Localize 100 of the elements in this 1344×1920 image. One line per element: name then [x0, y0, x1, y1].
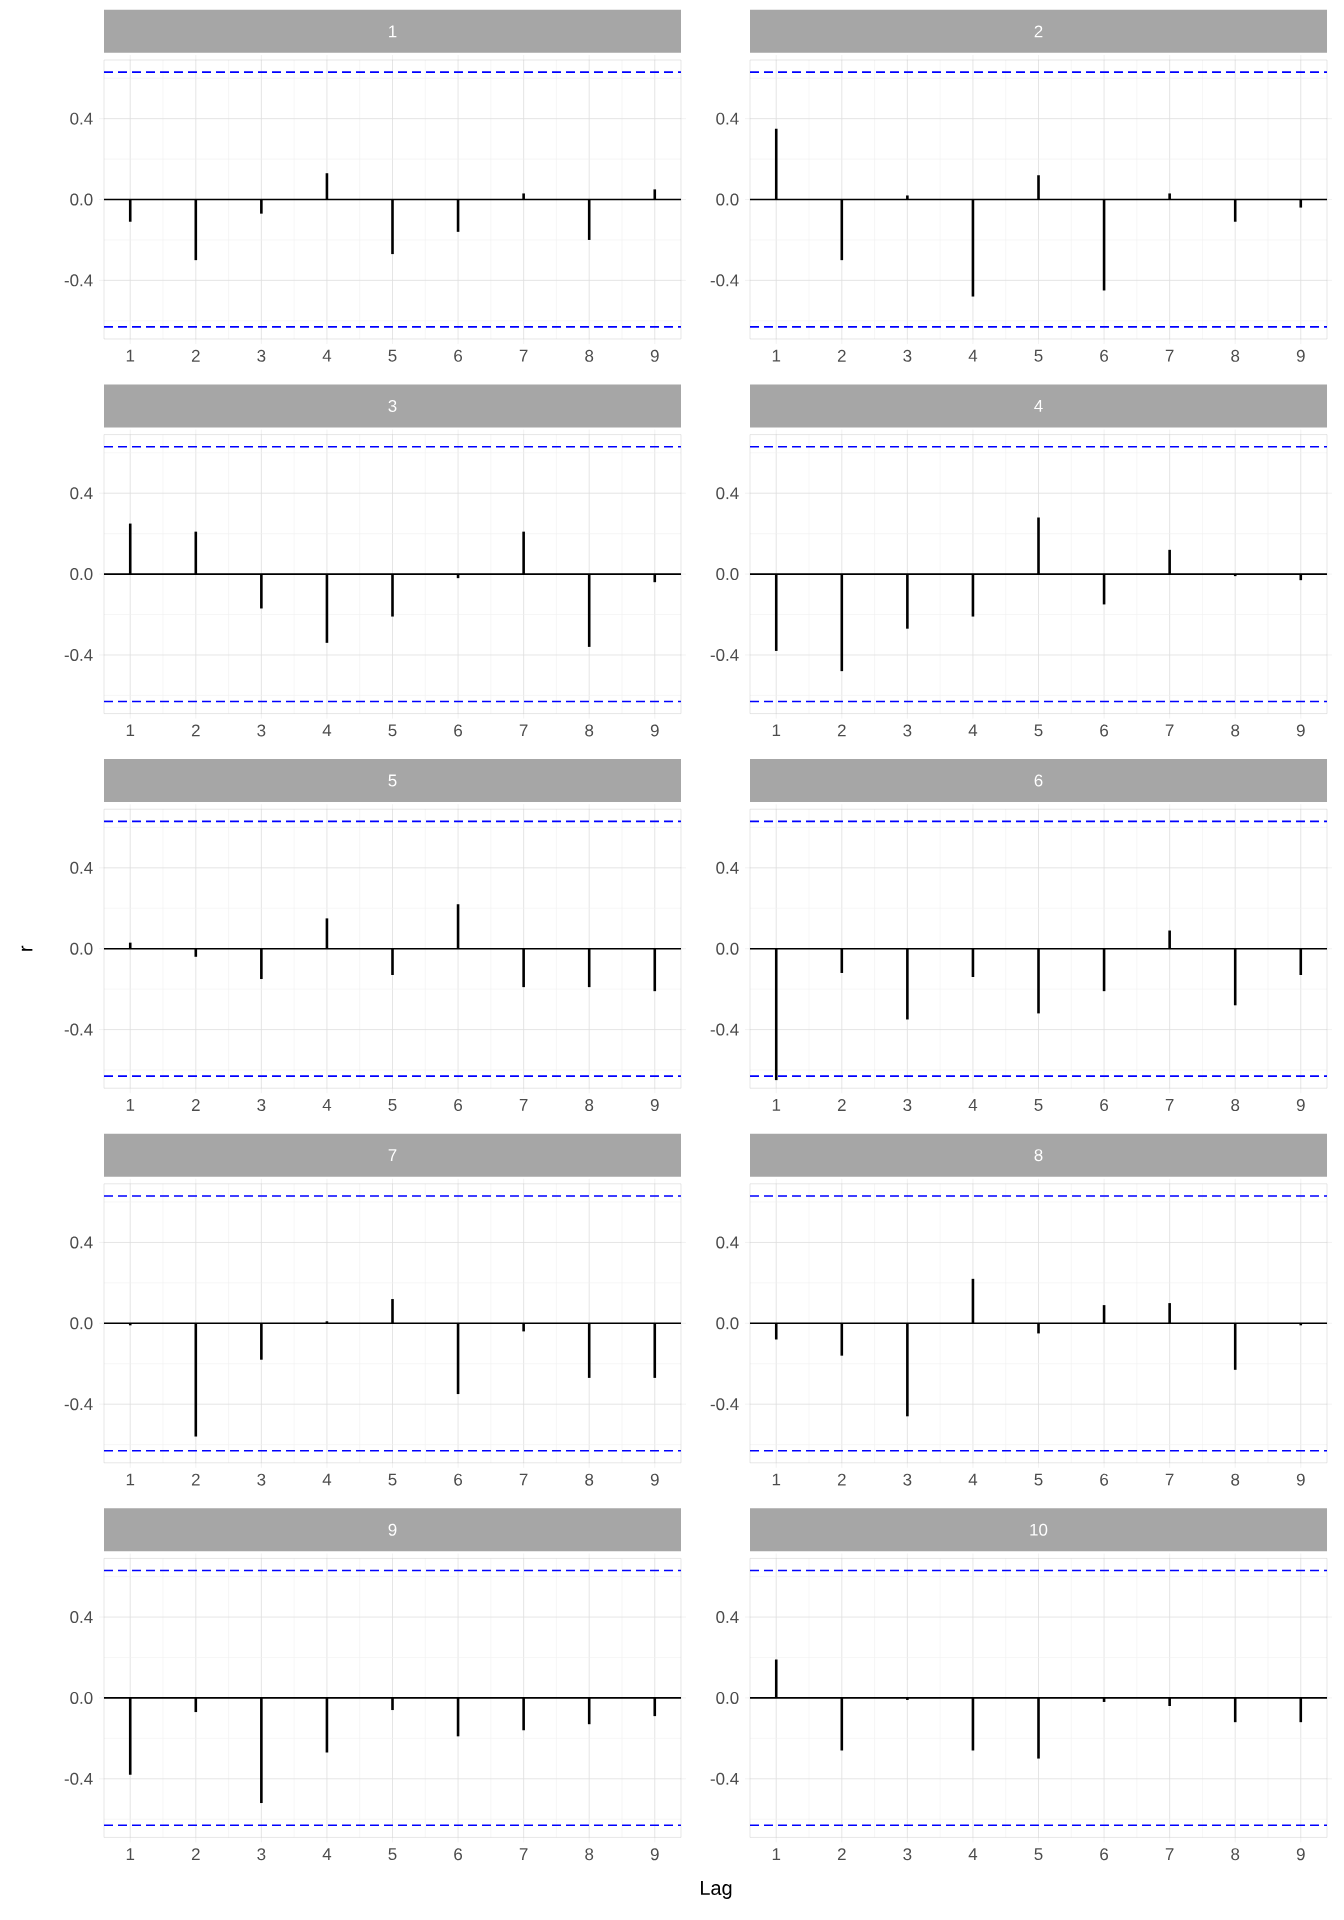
y-tick-label: 0.0 [70, 193, 93, 206]
x-tick-label: 7 [1165, 1473, 1174, 1486]
y-tick-label: 0.0 [716, 942, 739, 955]
x-tick-label: 8 [585, 349, 594, 362]
x-tick-label: 8 [585, 1473, 594, 1486]
x-tick-label: 9 [1296, 724, 1305, 737]
x-tick-label: 4 [322, 1473, 332, 1486]
x-tick-label: 1 [126, 349, 135, 362]
y-tick-label: 0.0 [70, 568, 93, 581]
x-tick-label: 9 [650, 1473, 659, 1486]
x-tick-label: 9 [1296, 349, 1305, 362]
x-tick-label: 7 [1165, 1099, 1174, 1111]
x-tick-label: 4 [968, 1473, 978, 1486]
y-tick-label: -0.4 [64, 1398, 93, 1411]
y-tick-label: -0.4 [64, 1772, 93, 1785]
x-tick-label: 9 [650, 1848, 659, 1861]
x-tick-label: 3 [903, 349, 912, 362]
x-tick-label: 8 [1231, 349, 1240, 362]
x-tick-label: 8 [1231, 1099, 1240, 1112]
x-tick-label: 1 [126, 724, 135, 737]
x-tick-label: 8 [585, 724, 594, 737]
x-tick-label: 5 [388, 1473, 397, 1486]
y-tick-label: -0.4 [64, 274, 93, 287]
x-tick-label: 2 [191, 724, 200, 737]
x-tick-label: 5 [1034, 1848, 1043, 1861]
x-tick-label: 2 [191, 1848, 200, 1861]
chart-title: 10 [1030, 1523, 1048, 1536]
x-tick-label: 3 [257, 724, 266, 737]
x-tick-label: 8 [1231, 1848, 1240, 1861]
x-tick-label: 5 [1034, 724, 1043, 737]
y-tick-label: -0.4 [710, 1023, 739, 1036]
x-tick-label: 9 [1296, 1099, 1305, 1112]
x-tick-label: 3 [257, 349, 266, 362]
x-tick-label: 4 [322, 724, 332, 737]
x-tick-label: 6 [454, 1848, 463, 1861]
x-tick-label: 6 [454, 1099, 463, 1112]
x-tick-label: 2 [837, 349, 846, 362]
x-tick-label: 3 [903, 1099, 912, 1112]
y-tick-label: 0.4 [70, 1611, 93, 1624]
x-tick-label: 4 [968, 349, 978, 362]
x-tick-label: 9 [650, 1099, 659, 1112]
x-tick-label: 5 [1034, 349, 1043, 362]
y-tick-label: 0.4 [716, 487, 739, 500]
y-tick-label: 0.0 [70, 1317, 93, 1330]
y-tick-label: -0.4 [64, 648, 93, 661]
y-tick-label: 0.4 [716, 861, 739, 874]
y-tick-label: 0.4 [70, 487, 93, 500]
chart-title: 8 [1034, 1149, 1043, 1162]
x-tick-label: 8 [1231, 1473, 1240, 1486]
x-tick-label: 1 [126, 1473, 135, 1486]
x-tick-label: 2 [837, 724, 846, 737]
x-tick-label: 1 [772, 349, 781, 362]
x-tick-label: 7 [1165, 724, 1174, 737]
x-tick-label: 4 [968, 724, 978, 737]
y-tick-label: 0.0 [70, 1691, 93, 1704]
x-tick-label: 6 [454, 724, 463, 737]
y-tick-label: -0.4 [710, 1398, 739, 1411]
x-tick-label: 5 [388, 724, 397, 737]
x-tick-label: 5 [388, 1099, 397, 1111]
chart-title: 7 [388, 1149, 397, 1161]
chart-title: 3 [388, 399, 397, 412]
x-tick-label: 7 [519, 1099, 528, 1111]
x-tick-label: 9 [650, 349, 659, 362]
x-tick-label: 9 [1296, 1473, 1305, 1486]
x-tick-label: 7 [519, 1848, 528, 1860]
x-tick-label: 7 [519, 724, 528, 737]
x-tick-label: 1 [772, 1848, 781, 1860]
x-tick-label: 6 [1100, 1848, 1109, 1861]
x-tick-label: 4 [968, 1848, 978, 1860]
x-tick-label: 6 [454, 349, 463, 362]
x-tick-label: 4 [322, 349, 332, 362]
x-tick-label: 7 [519, 1473, 528, 1486]
x-tick-label: 6 [1100, 724, 1109, 737]
y-tick-label: 0.4 [716, 112, 739, 125]
x-tick-label: 2 [837, 1473, 846, 1486]
x-tick-label: 4 [322, 1099, 332, 1111]
x-tick-label: 3 [257, 1099, 266, 1112]
x-tick-label: 5 [388, 349, 397, 362]
x-tick-label: 1 [772, 724, 781, 737]
chart-title: 1 [389, 25, 397, 38]
x-tick-label: 7 [519, 349, 528, 362]
x-axis-title: Lag [701, 1881, 732, 1899]
x-tick-label: 6 [1100, 349, 1109, 362]
y-tick-label: 0.0 [716, 1317, 739, 1330]
y-tick-label: 0.0 [716, 1691, 739, 1704]
x-tick-label: 5 [388, 1848, 397, 1861]
chart-title: 4 [1034, 400, 1043, 412]
x-tick-label: 9 [650, 724, 659, 737]
x-tick-label: 4 [322, 1848, 332, 1860]
x-tick-label: 3 [257, 1848, 266, 1861]
y-tick-label: 0.0 [716, 193, 739, 206]
chart-title: 5 [388, 774, 397, 787]
x-tick-label: 6 [1100, 1099, 1109, 1112]
x-tick-label: 5 [1034, 1473, 1043, 1486]
x-tick-label: 3 [257, 1473, 266, 1486]
x-tick-label: 3 [903, 724, 912, 737]
x-tick-label: 1 [126, 1099, 135, 1111]
x-tick-label: 2 [191, 1473, 200, 1486]
y-tick-label: 0.4 [716, 1236, 739, 1249]
y-tick-label: -0.4 [64, 1023, 93, 1036]
